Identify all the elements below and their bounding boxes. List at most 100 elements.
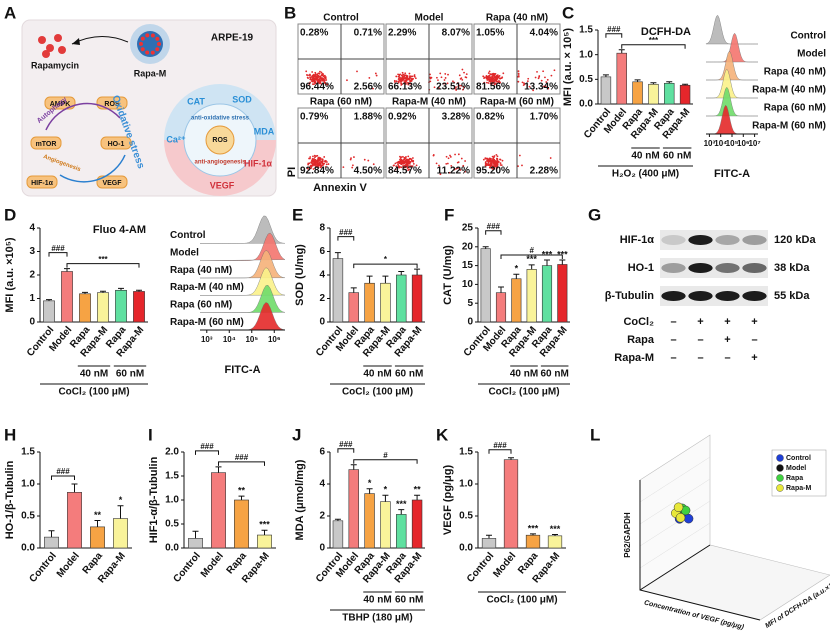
bracket	[485, 230, 502, 235]
flow-event	[484, 164, 487, 167]
flow-event	[312, 155, 314, 158]
flow-event	[342, 166, 345, 169]
flow-event	[499, 164, 502, 166]
flow-event	[547, 87, 550, 90]
flow-event	[482, 75, 485, 78]
treatment-sign: –	[697, 352, 703, 364]
flow-event	[435, 162, 438, 165]
bar	[503, 459, 519, 549]
flow-event	[488, 166, 491, 169]
flow-event	[320, 71, 323, 74]
flow-event	[455, 86, 457, 89]
flow-event	[496, 76, 499, 79]
quadrant-value: 81.56%	[476, 82, 510, 93]
histogram-curve	[706, 68, 758, 99]
flow-event	[546, 78, 549, 81]
flow-event	[405, 163, 408, 166]
group-label: 60 nM	[395, 595, 423, 606]
flow-event	[485, 77, 488, 80]
bar	[396, 514, 407, 549]
flow-event	[325, 163, 328, 166]
flow-event	[499, 162, 502, 165]
bar	[115, 289, 127, 323]
y-tick-label: 1	[29, 293, 35, 304]
flow-event	[545, 81, 548, 83]
flow-event	[314, 78, 317, 81]
cycle	[45, 102, 121, 131]
legend-label: Rapa-M	[786, 485, 811, 492]
flow-event	[311, 164, 314, 167]
flow-event	[444, 77, 447, 79]
node-label: mTOR	[36, 141, 57, 148]
bracket	[48, 252, 68, 257]
blot-band	[688, 291, 713, 301]
flow-event	[324, 165, 327, 168]
bracket	[337, 448, 355, 453]
flow-event	[307, 74, 309, 77]
flow-event	[311, 83, 314, 86]
effect-label: SOD	[232, 94, 252, 104]
flow-event	[487, 76, 490, 79]
panel-letter: D	[4, 205, 16, 224]
flow-event	[395, 75, 398, 78]
bar	[648, 83, 659, 105]
y-tick-label: 0.5	[165, 519, 179, 530]
flow-event	[399, 160, 402, 163]
histogram-legend: Rapa-M (40 nM)	[752, 85, 826, 96]
group-label: 40 nM	[363, 595, 391, 606]
flow-event	[405, 160, 408, 163]
error-bar	[528, 264, 535, 270]
flow-event	[487, 72, 490, 74]
bar	[511, 278, 522, 323]
flow-event	[490, 157, 492, 160]
group-label: 60 nM	[663, 151, 691, 162]
y-tick-label: 0.0	[579, 99, 593, 110]
flow-event	[311, 77, 314, 80]
y-tick-label: 5	[467, 298, 473, 309]
flow-event	[406, 82, 409, 84]
bar	[396, 274, 407, 323]
error-bar	[366, 488, 373, 494]
flow-event	[415, 164, 418, 167]
flow-event	[412, 160, 415, 163]
flow-event	[400, 82, 402, 85]
bar	[257, 534, 272, 549]
bar	[364, 282, 375, 323]
y-tick-label: 0.0	[459, 543, 473, 554]
quadrant-value: 0.82%	[476, 112, 504, 123]
flow-event	[406, 158, 409, 161]
flow-event	[483, 76, 486, 79]
flow-event	[318, 162, 321, 165]
nano-dot	[145, 33, 150, 38]
flow-event	[549, 157, 552, 159]
flow-event	[482, 158, 485, 161]
panel-letter: K	[436, 425, 449, 444]
flow-event	[490, 79, 493, 82]
y-tick-label: 4	[29, 223, 35, 234]
flow-event	[318, 82, 321, 85]
bar	[547, 535, 563, 549]
x-tick-label: 10⁴	[223, 335, 236, 344]
treatment-sign: +	[724, 316, 730, 328]
flow-event	[463, 71, 465, 74]
flow-event	[460, 84, 463, 87]
flow-event	[306, 76, 309, 79]
point	[683, 513, 694, 524]
significance: *	[515, 264, 519, 274]
y-tick-label: 1.5	[459, 447, 473, 458]
histogram-curve	[706, 86, 758, 117]
blot-band	[742, 263, 767, 273]
x-tick-label: 10⁷	[748, 139, 760, 148]
flow-event	[459, 169, 462, 171]
y-tick-label: 1.0	[459, 479, 473, 490]
quadrant-value: 4.50%	[354, 166, 382, 177]
flow-event	[521, 81, 524, 84]
y-axis-label: VEGF (pg/μg)	[442, 465, 454, 536]
flow-event	[314, 163, 317, 166]
bracket-label: ###	[51, 244, 65, 253]
flow-event	[458, 74, 461, 77]
flow-event	[311, 80, 313, 82]
flow-event	[313, 154, 316, 157]
bar	[632, 81, 643, 105]
drug-icon	[54, 34, 62, 42]
